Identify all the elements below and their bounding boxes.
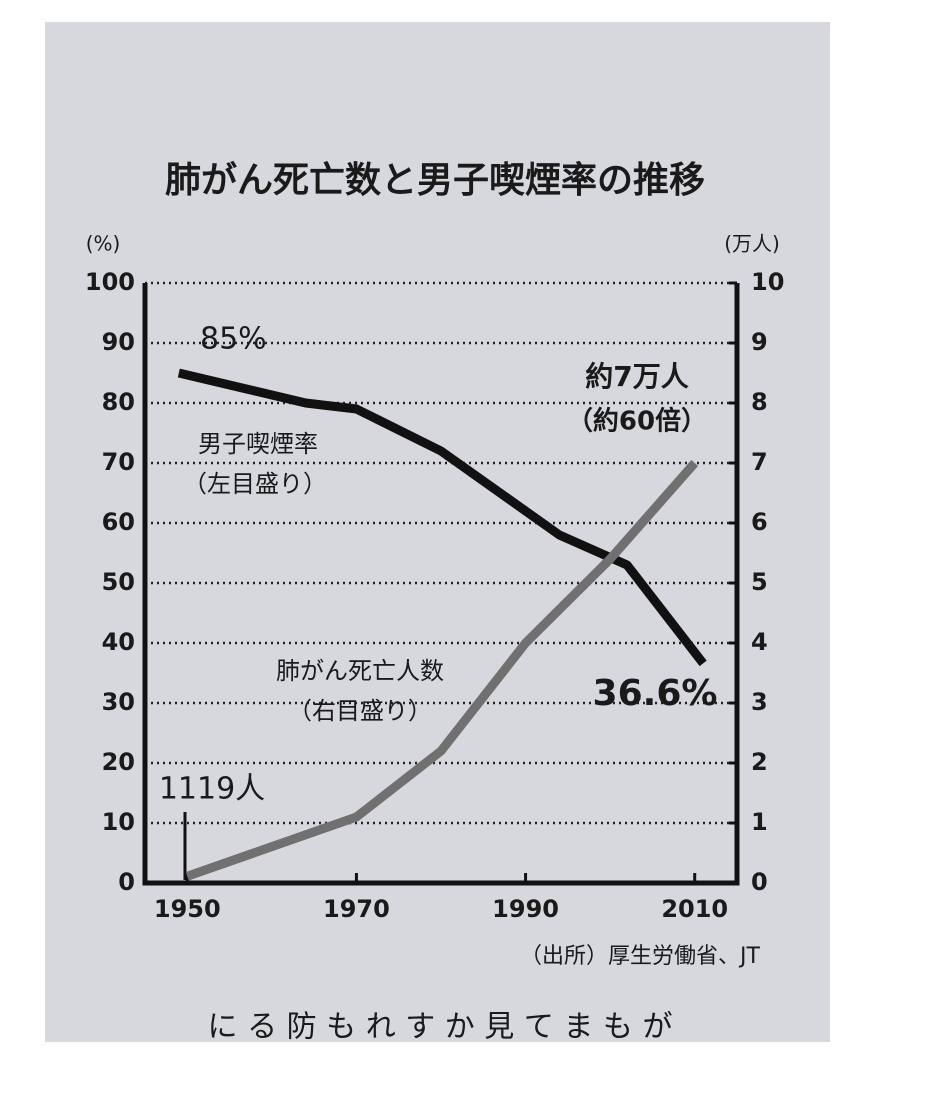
x-tick-label: 1970 xyxy=(323,895,390,923)
annotation: 男子喫煙率 xyxy=(198,430,318,458)
y-tick-label: 20 xyxy=(102,748,135,776)
y2-tick-label: 8 xyxy=(751,388,768,416)
series-line xyxy=(185,460,699,881)
y2-tick-label: 1 xyxy=(751,808,768,836)
y-tick-label: 80 xyxy=(102,388,135,416)
y2-tick-label: 5 xyxy=(751,568,768,596)
y2-tick-label: 3 xyxy=(751,688,768,716)
annotation: （約60倍） xyxy=(567,406,707,437)
annotation: （左目盛り） xyxy=(183,470,327,498)
chart-title: 肺がん死亡数と男子喫煙率の推移 xyxy=(165,160,705,201)
x-tick-label: 2010 xyxy=(661,895,728,923)
x-tick-label: 1950 xyxy=(154,895,221,923)
paper xyxy=(45,22,830,1042)
y-tick-label: 40 xyxy=(102,628,135,656)
annotation: 肺がん死亡人数 xyxy=(276,657,444,685)
y2-tick-label: 10 xyxy=(751,268,784,296)
y-tick-label: 70 xyxy=(102,448,135,476)
y2-tick-label: 7 xyxy=(751,448,768,476)
y-tick-label: 10 xyxy=(102,808,135,836)
x-tick-label: 1990 xyxy=(492,895,559,923)
annotation: 36.6% xyxy=(593,673,718,714)
y-tick-label: 100 xyxy=(85,268,135,296)
page-text: に る 防 も れ す か 見 て ま も が xyxy=(208,1010,673,1045)
y2-tick-label: 9 xyxy=(751,328,768,356)
annotation: （右目盛り） xyxy=(288,697,432,725)
y-tick-label: 0 xyxy=(118,868,135,896)
source: （出所）厚生労働省、JT xyxy=(520,944,760,969)
series-line xyxy=(177,368,707,667)
annotation: 1119人 xyxy=(159,772,265,807)
y2-tick-label: 6 xyxy=(751,508,768,536)
annotation: 85% xyxy=(200,322,267,357)
annotation: 約7万人 xyxy=(585,360,688,393)
y2-unit: (万人) xyxy=(724,232,780,256)
y-tick-label: 60 xyxy=(102,508,135,536)
y-tick-label: 50 xyxy=(102,568,135,596)
y2-tick-label: 0 xyxy=(751,868,768,896)
y-unit: (%) xyxy=(86,232,121,256)
y-tick-label: 30 xyxy=(102,688,135,716)
y2-tick-label: 2 xyxy=(751,748,768,776)
y2-tick-label: 4 xyxy=(751,628,768,656)
axes xyxy=(142,283,740,886)
y-tick-label: 90 xyxy=(102,328,135,356)
